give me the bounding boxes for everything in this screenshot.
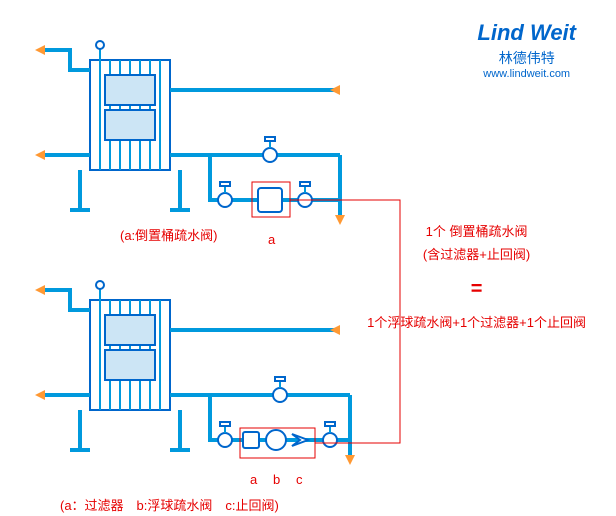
equals-sign: =	[367, 271, 586, 307]
comparison-line1: 1个 倒置桶疏水阀	[367, 220, 586, 243]
comparison-line2: (含过滤器+止回阀)	[367, 243, 586, 266]
comparison-text: 1个 倒置桶疏水阀 (含过滤器+止回阀) = 1个浮球疏水阀+1个过滤器+1个止…	[367, 220, 586, 334]
comparison-line3: 1个浮球疏水阀+1个过滤器+1个止回阀	[367, 311, 586, 334]
